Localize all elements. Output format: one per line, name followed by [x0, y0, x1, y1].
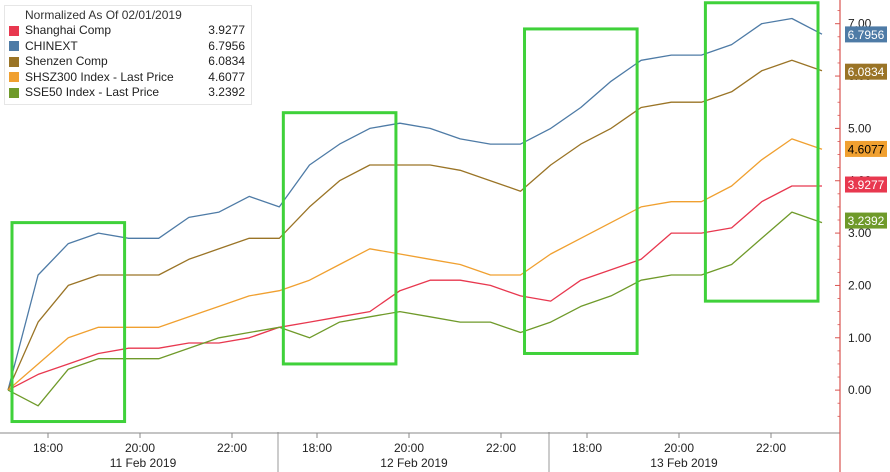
date-label: 11 Feb 2019	[110, 456, 177, 470]
date-dividers	[277, 432, 550, 472]
x-tick-label: 22:00	[217, 441, 247, 455]
legend-swatch	[9, 72, 19, 83]
y-tick-label: 5.00	[848, 121, 872, 135]
highlight-box	[523, 27, 639, 355]
y-tick-label: 2.00	[848, 278, 872, 292]
value-tag-bg	[845, 176, 887, 193]
legend-swatch	[9, 56, 19, 67]
legend-series-value: 3.2392	[208, 85, 245, 99]
last-value-labels: 6.7956 6.0834 4.6077 3.9277 3.2392	[845, 26, 887, 229]
legend-series-name: CHINEXT	[25, 38, 78, 53]
x-tick-label: 22:00	[486, 441, 516, 455]
x-tick-label: 20:00	[664, 441, 694, 455]
series-line-0	[7, 185, 822, 391]
x-tick-label: 18:00	[302, 441, 332, 455]
y-tick-label: 3.00	[848, 226, 872, 240]
legend-entry: CHINEXT 6.7956	[9, 39, 245, 55]
value-tag-label: 6.7956	[848, 28, 885, 42]
series-lines	[7, 17, 823, 407]
legend: Normalized As Of 02/01/2019 Shanghai Com…	[4, 5, 252, 105]
series-line-2	[7, 59, 823, 391]
legend-swatch	[9, 41, 19, 52]
x-axis: 18:00 20:00 22:00 18:00 20:00 22:00 18:00 20:00…	[0, 432, 840, 470]
x-tick-label: 20:00	[125, 441, 155, 455]
x-tick-label: 18:00	[572, 441, 602, 455]
legend-series-name: Shenzen Comp	[25, 54, 108, 68]
date-label: 12 Feb 2019	[380, 456, 448, 470]
highlight-box	[10, 221, 127, 424]
value-tag-bg	[845, 212, 887, 229]
value-tag-label: 4.6077	[848, 142, 885, 156]
value-tag-label: 3.9277	[848, 178, 885, 192]
y-tick-label: 0.00	[848, 383, 872, 397]
highlight-boxes	[10, 1, 820, 424]
y-tick-label: 1.00	[848, 331, 872, 345]
value-tag-bg	[845, 26, 887, 43]
legend-series-value: 6.0834	[208, 54, 245, 68]
legend-series-name: SHSZ300 Index - Last Price	[25, 69, 174, 84]
legend-series-value: 3.9277	[208, 23, 245, 37]
series-line-4	[7, 211, 823, 407]
legend-series-name: SSE50 Index - Last Price	[25, 85, 160, 99]
legend-series-value: 6.7956	[208, 38, 245, 53]
legend-series-name: Shanghai Comp	[25, 23, 112, 37]
series-line-3	[7, 138, 823, 391]
value-tag-bg	[845, 63, 887, 80]
legend-entry: SSE50 Index - Last Price 3.2392	[9, 85, 245, 101]
highlight-box	[281, 111, 398, 366]
series-line-1	[7, 17, 823, 391]
value-tag-label: 3.2392	[848, 214, 885, 228]
x-tick-label: 18:00	[33, 441, 63, 455]
chart-title: Normalized As Of 02/01/2019	[25, 8, 182, 22]
highlight-box	[703, 1, 820, 303]
x-tick-label: 22:00	[756, 441, 786, 455]
legend-entry: Shenzen Comp 6.0834	[9, 54, 245, 70]
legend-entry: SHSZ300 Index - Last Price 4.6077	[9, 70, 245, 86]
legend-swatch	[9, 25, 19, 36]
legend-swatch	[9, 87, 19, 98]
value-tag-label: 6.0834	[848, 65, 885, 79]
legend-series-value: 4.6077	[208, 69, 245, 84]
value-tag-bg	[845, 140, 887, 157]
x-tick-label: 20:00	[394, 441, 424, 455]
legend-entry: Shanghai Comp 3.9277	[9, 23, 245, 39]
date-label: 13 Feb 2019	[650, 456, 718, 470]
